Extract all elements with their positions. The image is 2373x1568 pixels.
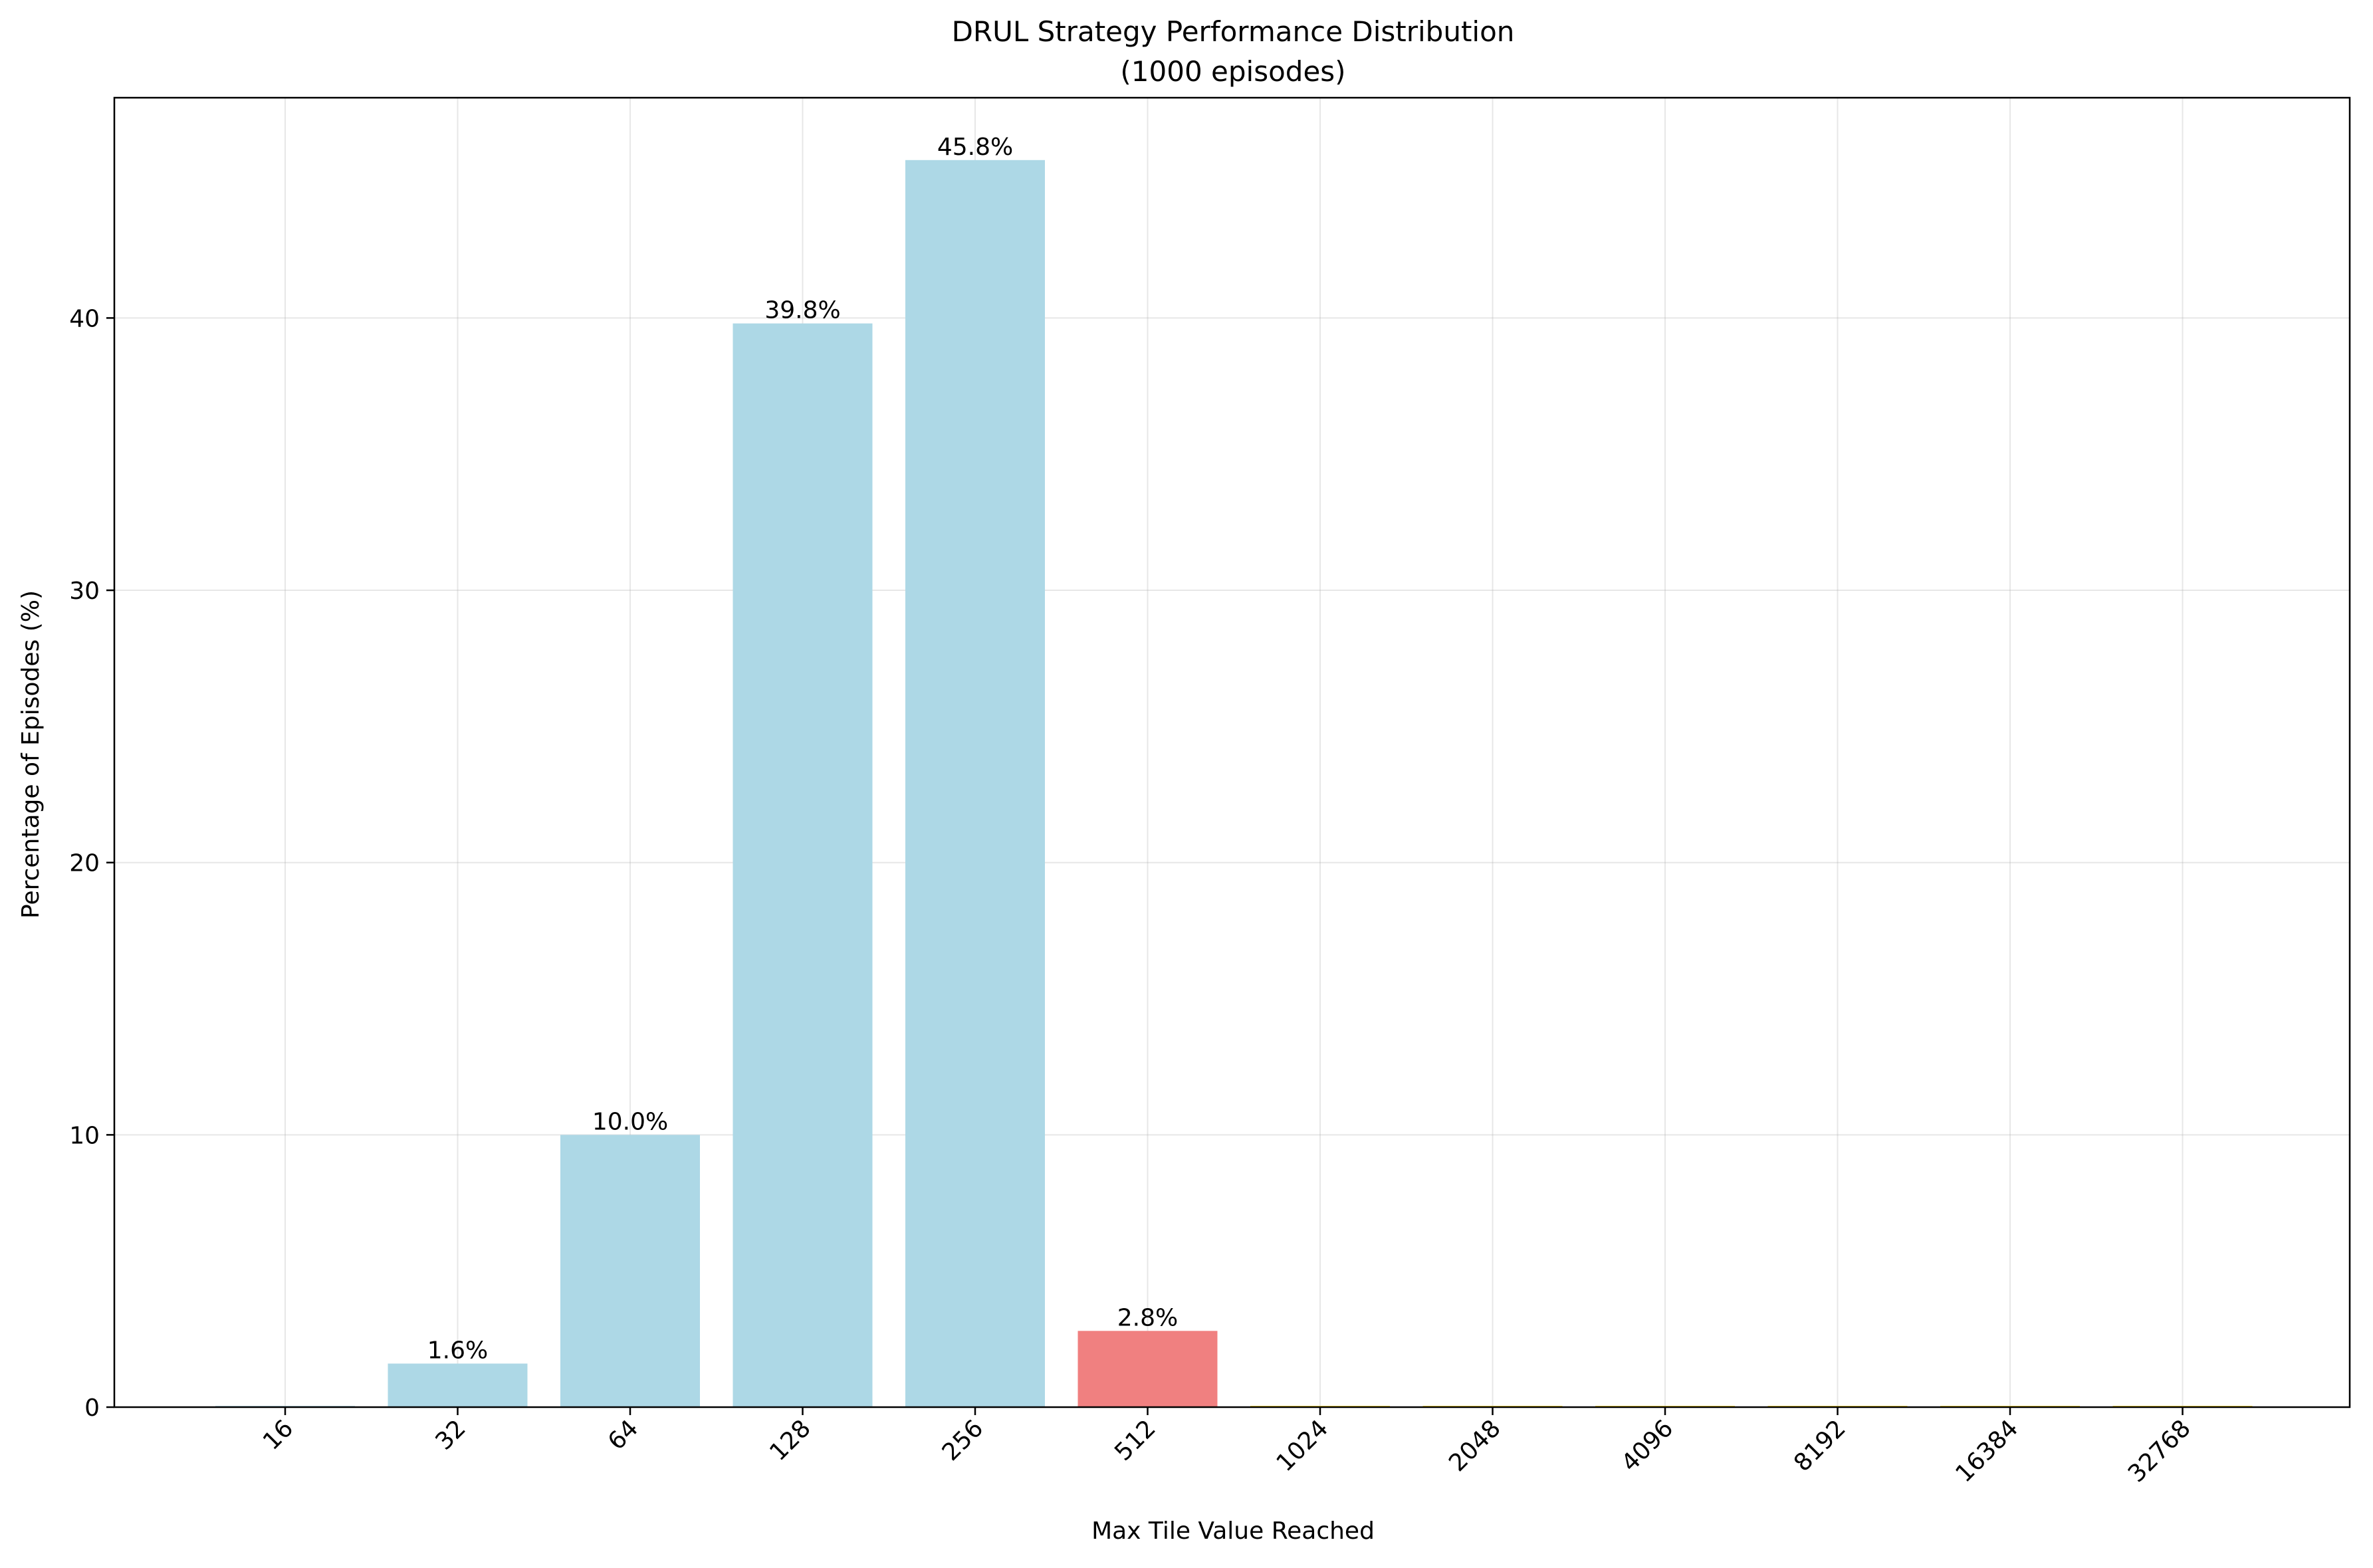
- bar-data-labels: 1.6% 10.0% 39.8% 45.8% 2.8%: [427, 134, 1178, 1365]
- bar: [1077, 1331, 1218, 1407]
- y-tick-label: 20: [69, 850, 100, 877]
- y-tick-label: 40: [69, 305, 100, 332]
- chart-subtitle: (1000 episodes): [1120, 55, 1345, 88]
- x-axis-label: Max Tile Value Reached: [1091, 1517, 1375, 1545]
- y-tick-label: 30: [69, 578, 100, 605]
- grid-lines: [114, 98, 2350, 1408]
- plot-frame: [113, 96, 2351, 1408]
- bar: [560, 1135, 700, 1407]
- bar-data-label: 39.8%: [764, 297, 840, 324]
- bar-data-label: 10.0%: [592, 1108, 668, 1135]
- bar-data-label: 2.8%: [1117, 1304, 1178, 1331]
- bar: [905, 160, 1045, 1407]
- bars: [215, 160, 2253, 1408]
- y-tick-label: 0: [84, 1395, 100, 1422]
- bar: [388, 1363, 528, 1407]
- y-axis: 0 10 20 30 40: [69, 305, 114, 1422]
- y-axis-label: Percentage of Episodes (%): [17, 590, 45, 919]
- bar-data-label: 1.6%: [427, 1337, 488, 1364]
- y-tick-label: 10: [69, 1122, 100, 1149]
- chart-title: DRUL Strategy Performance Distribution: [952, 15, 1515, 48]
- bar: [733, 323, 873, 1408]
- bar-data-label: 45.8%: [937, 134, 1013, 161]
